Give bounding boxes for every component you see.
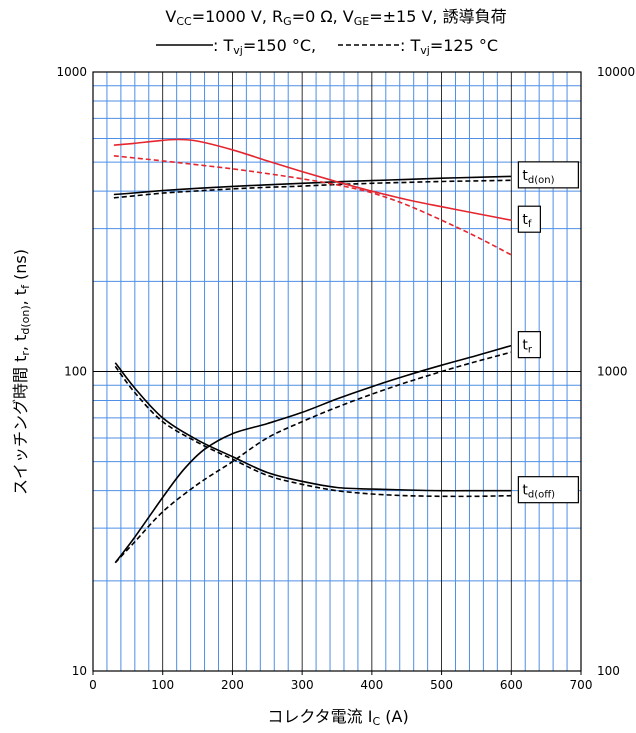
legend-dashed-label: : Tvj=125 °C xyxy=(400,36,498,57)
x-tick-label: 200 xyxy=(221,678,244,692)
chart-title-line-1: VCC=1000 V, RG=0 Ω, VGE=±15 V, 誘導負荷 xyxy=(165,7,506,28)
y-tick-label-right: 100 xyxy=(597,664,620,678)
series-label-box-t-f xyxy=(517,205,541,233)
y-axis-label-group: スイッチング時間 tr, td(on), tf (ns) xyxy=(11,249,32,495)
x-tick-label: 400 xyxy=(360,678,383,692)
x-tick-label: 600 xyxy=(500,678,523,692)
plot-frame xyxy=(92,71,582,672)
series-label-box-t-d-off- xyxy=(517,476,579,504)
x-tick-label: 500 xyxy=(430,678,453,692)
series-label-t-f: tf xyxy=(522,212,532,230)
y-tick-label-right: 1000 xyxy=(597,365,628,379)
x-tick-label: 100 xyxy=(151,678,174,692)
y-tick-label-left: 100 xyxy=(64,365,87,379)
legend-solid-label: : Tvj=150 °C, xyxy=(213,36,316,57)
series-t-d-on--150c xyxy=(113,175,512,196)
series-label-t-d-on-: td(on) xyxy=(522,168,554,186)
series-label-box-t-d-on- xyxy=(517,161,579,189)
x-tick-label: 700 xyxy=(570,678,593,692)
series-t-d-off--125c xyxy=(114,365,512,498)
series-label-t-r: tr xyxy=(522,338,533,356)
y-tick-label-left: 1000 xyxy=(56,65,87,79)
series-t-d-off--150c xyxy=(114,362,512,492)
series-t-f-150c xyxy=(113,138,512,221)
series-t-f-125c xyxy=(113,155,512,256)
chart-text: VCC=1000 V, RG=0 Ω, VGE=±15 V, 誘導負荷 : Tvj… xyxy=(11,7,507,728)
y-tick-label-left: 10 xyxy=(72,664,87,678)
x-tick-label: 300 xyxy=(291,678,314,692)
series-label-t-d-off-: td(off) xyxy=(522,483,555,501)
series-t-r-125c xyxy=(114,351,512,564)
y-axis-label: スイッチング時間 tr, td(on), tf (ns) xyxy=(11,249,32,495)
x-tick-label: 0 xyxy=(89,678,97,692)
series-label-box-t-r xyxy=(517,331,541,359)
axes: 0 100 200 300 400 500 600 700 10 100 1000 100 1000 10… xyxy=(56,65,635,692)
series-t-r-150c xyxy=(114,344,512,564)
series-t-d-on--125c xyxy=(113,179,512,199)
y-tick-label-right: 10000 xyxy=(597,65,635,79)
chart-title-line-2: : Tvj=150 °C, : Tvj=125 °C xyxy=(156,36,498,57)
series-labels: td(on) tf tr td(off) xyxy=(517,161,579,504)
grid xyxy=(93,72,581,671)
series-lines xyxy=(113,138,512,564)
x-axis-label: コレクタ電流 IC (A) xyxy=(267,707,408,728)
